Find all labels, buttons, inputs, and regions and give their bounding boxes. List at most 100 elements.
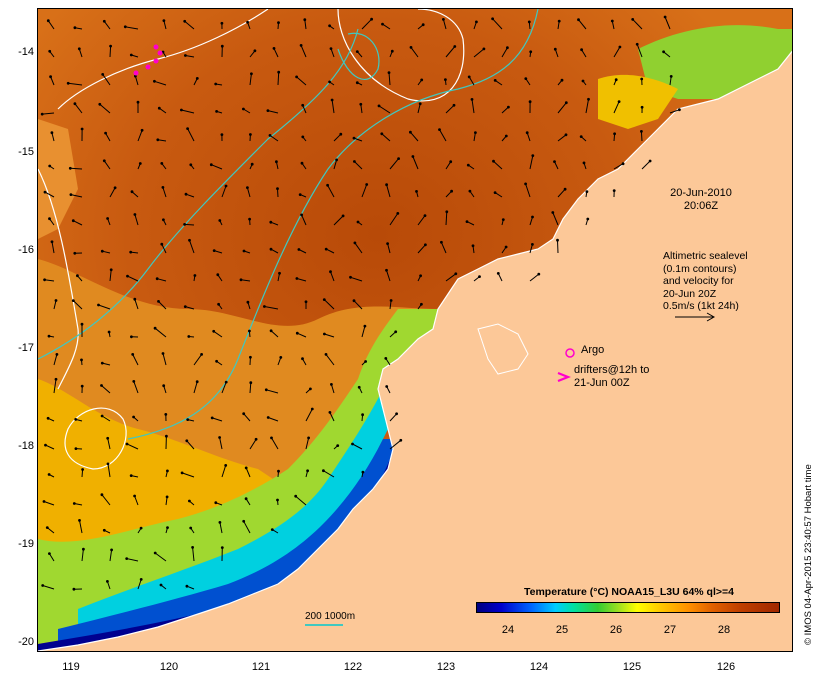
velocity-arrow	[134, 214, 139, 226]
velocity-arrow-head	[102, 159, 106, 163]
velocity-arrow-head	[352, 299, 356, 303]
velocity-arrow	[324, 333, 335, 338]
velocity-arrow	[70, 167, 83, 170]
velocity-arrow-head	[69, 193, 73, 197]
velocity-arrow-head	[493, 191, 497, 195]
velocity-arrow	[51, 241, 55, 254]
bathy-contour	[337, 32, 380, 80]
velocity-arrow	[185, 55, 195, 58]
velocity-arrow-head	[138, 162, 142, 165]
velocity-arrow-head	[279, 356, 283, 359]
velocity-arrow	[331, 99, 335, 114]
velocity-arrow	[417, 103, 421, 114]
velocity-arrow-head	[531, 215, 534, 219]
velocity-arrow	[468, 76, 475, 86]
velocity-arrow	[497, 273, 503, 282]
velocity-arrow	[53, 354, 58, 366]
velocity-arrow-head	[246, 20, 250, 24]
velocity-arrow-head	[191, 546, 195, 549]
velocity-arrow-head	[113, 186, 117, 190]
velocity-arrow-head	[361, 413, 364, 417]
velocity-arrow	[221, 381, 227, 394]
velocity-arrow-head	[100, 493, 104, 497]
velocity-arrow	[526, 132, 531, 142]
velocity-arrow-head	[355, 50, 359, 53]
velocity-arrow-head	[465, 220, 469, 224]
velocity-arrow	[264, 306, 279, 310]
velocity-arrow	[613, 101, 620, 114]
velocity-arrow	[445, 273, 457, 282]
velocity-arrow	[107, 463, 111, 478]
velocity-arrow-head	[153, 326, 157, 330]
velocity-arrow	[442, 19, 447, 30]
velocity-arrow-head	[184, 54, 187, 57]
velocity-arrow-head	[180, 471, 184, 475]
velocity-arrow	[53, 379, 57, 394]
velocity-arrow	[43, 501, 55, 506]
velocity-arrow-head	[162, 19, 166, 22]
velocity-arrow-head	[352, 136, 356, 140]
velocity-arrow-head	[126, 274, 129, 278]
lon-tick-label: 120	[159, 661, 179, 673]
velocity-arrow-head	[524, 182, 527, 186]
velocity-arrow-head	[220, 133, 224, 136]
colorbar-tick-label: 27	[663, 624, 677, 636]
velocity-arrow	[301, 214, 307, 226]
velocity-arrow-head	[269, 329, 273, 333]
velocity-arrow	[325, 354, 335, 366]
velocity-arrow-head	[133, 213, 137, 216]
velocity-arrow	[297, 332, 307, 338]
velocity-arrow-head	[71, 219, 75, 223]
land-peninsula	[477, 323, 529, 375]
velocity-arrow-head	[195, 77, 199, 80]
velocity-arrow-head	[385, 385, 389, 388]
velocity-scale-arrow	[675, 312, 716, 322]
velocity-arrow-head	[384, 357, 388, 360]
velocity-arrow	[378, 105, 391, 114]
velocity-arrow-head	[220, 546, 224, 549]
velocity-arrow	[46, 527, 55, 534]
velocity-arrow	[323, 470, 335, 478]
velocity-arrow	[154, 552, 167, 562]
velocity-arrow-head	[277, 469, 280, 473]
velocity-arrow-head	[106, 217, 109, 220]
velocity-arrow	[105, 132, 111, 142]
velocity-arrow-head	[269, 247, 273, 251]
velocity-arrow-head	[531, 243, 534, 246]
velocity-arrow-head	[411, 155, 415, 158]
velocity-arrow-head	[444, 78, 447, 81]
drifter-point	[157, 50, 163, 56]
drifter-symbol	[557, 371, 571, 383]
velocity-arrow	[473, 48, 485, 58]
velocity-arrow	[181, 472, 195, 478]
velocity-arrow	[445, 161, 452, 170]
velocity-arrow	[333, 215, 344, 226]
velocity-arrow-head	[527, 20, 531, 24]
velocity-arrow-head	[101, 73, 105, 76]
velocity-arrow-head	[501, 218, 505, 222]
velocity-arrow-head	[275, 160, 278, 164]
velocity-arrow-head	[560, 78, 564, 82]
velocity-arrow-head	[248, 329, 251, 333]
velocity-arrow-head	[453, 45, 457, 48]
velocity-arrow	[296, 76, 307, 86]
velocity-arrow	[613, 46, 621, 58]
velocity-arrow-head	[631, 18, 635, 21]
velocity-arrow-head	[299, 44, 303, 47]
velocity-arrow-head	[242, 107, 245, 111]
velocity-arrow-head	[125, 557, 129, 560]
velocity-arrow	[417, 244, 426, 254]
velocity-arrow-head	[268, 134, 272, 137]
velocity-arrow-head	[564, 133, 568, 137]
velocity-arrow-head	[76, 274, 79, 278]
velocity-arrows	[40, 15, 681, 591]
velocity-arrow	[154, 327, 167, 338]
velocity-arrow-head	[419, 274, 422, 278]
velocity-arrow	[47, 20, 55, 30]
velocity-arrow	[277, 72, 280, 86]
velocity-arrow-head	[110, 548, 113, 552]
velocity-arrow	[641, 160, 651, 170]
velocity-arrow-head	[166, 469, 169, 473]
velocity-arrow-head	[48, 552, 51, 555]
velocity-arrow-head	[42, 500, 46, 503]
